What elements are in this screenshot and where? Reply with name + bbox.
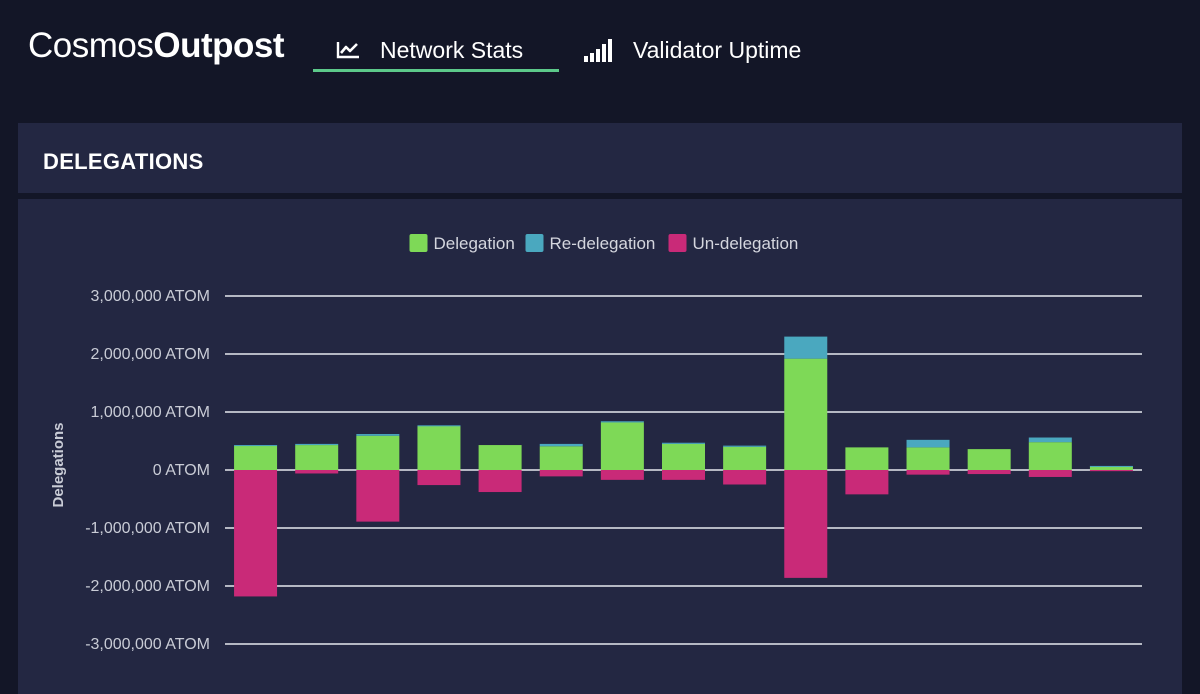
tab-validator-uptime[interactable]: Validator Uptime bbox=[584, 28, 801, 72]
bar-delegation[interactable] bbox=[845, 447, 889, 470]
bar-delegation[interactable] bbox=[417, 425, 461, 470]
logo-text-cosmos: Cosmos bbox=[28, 26, 154, 65]
bar-re-delegation[interactable] bbox=[539, 443, 583, 447]
bar-re-delegation[interactable] bbox=[723, 445, 767, 447]
bar-re-delegation[interactable] bbox=[234, 445, 278, 447]
tab-network-stats[interactable]: Network Stats bbox=[336, 28, 523, 72]
bar-re-delegation[interactable] bbox=[417, 425, 461, 427]
signal-bars-icon bbox=[584, 38, 613, 62]
bar-delegation[interactable] bbox=[539, 446, 583, 470]
y-tick-label: 1,000,000 ATOM bbox=[91, 404, 210, 421]
legend-swatch[interactable] bbox=[409, 234, 428, 252]
y-tick-label: 0 ATOM bbox=[153, 462, 210, 479]
bar-un-delegation[interactable] bbox=[417, 470, 461, 486]
bar-delegation[interactable] bbox=[723, 446, 767, 470]
bar-un-delegation[interactable] bbox=[478, 470, 522, 493]
bar-re-delegation[interactable] bbox=[295, 443, 339, 446]
bar-un-delegation[interactable] bbox=[1089, 470, 1133, 472]
legend-label[interactable]: Re-delegation bbox=[550, 234, 656, 253]
legend-swatch[interactable] bbox=[668, 234, 687, 252]
bar-delegation[interactable] bbox=[295, 445, 339, 470]
top-navigation-bar: CosmosOutpost Network Stats Validator Up… bbox=[0, 0, 1200, 100]
bar-un-delegation[interactable] bbox=[784, 470, 828, 578]
bar-delegation[interactable] bbox=[906, 447, 950, 470]
tab-network-stats-label: Network Stats bbox=[380, 36, 524, 63]
bar-delegation[interactable] bbox=[478, 445, 522, 470]
legend-label[interactable]: Un-delegation bbox=[693, 234, 799, 253]
bar-re-delegation[interactable] bbox=[600, 421, 644, 423]
bar-delegation[interactable] bbox=[662, 443, 705, 470]
bar-un-delegation[interactable] bbox=[906, 470, 950, 475]
y-tick-label: 3,000,000 ATOM bbox=[91, 288, 210, 305]
y-tick-label: 2,000,000 ATOM bbox=[91, 346, 210, 363]
bar-delegation[interactable] bbox=[234, 445, 278, 470]
y-tick-label: -1,000,000 ATOM bbox=[85, 520, 210, 537]
bar-delegation[interactable] bbox=[967, 449, 1011, 470]
bar-re-delegation[interactable] bbox=[784, 336, 828, 359]
y-axis-label: Delegations bbox=[50, 422, 67, 507]
bar-un-delegation[interactable] bbox=[1028, 470, 1072, 477]
bar-re-delegation[interactable] bbox=[356, 434, 400, 436]
bar-delegation[interactable] bbox=[1028, 442, 1072, 470]
tab-validator-uptime-label: Validator Uptime bbox=[633, 36, 802, 63]
delegations-chart: 3,000,000 ATOM 2,000,000 ATOM 1,000,000 AT… bbox=[50, 234, 1142, 653]
bar-re-delegation[interactable] bbox=[1089, 465, 1133, 467]
legend-label[interactable]: Delegation bbox=[434, 234, 515, 253]
bar-un-delegation[interactable] bbox=[845, 470, 889, 495]
bar-re-delegation[interactable] bbox=[906, 439, 950, 448]
y-tick-label: -3,000,000 ATOM bbox=[85, 636, 210, 653]
bar-re-delegation[interactable] bbox=[662, 442, 705, 444]
bar-un-delegation[interactable] bbox=[662, 470, 705, 480]
bar-delegation[interactable] bbox=[784, 358, 828, 470]
bar-un-delegation[interactable] bbox=[723, 470, 767, 485]
bar-delegation[interactable] bbox=[1089, 466, 1133, 470]
bar-un-delegation[interactable] bbox=[967, 470, 1011, 475]
bar-un-delegation[interactable] bbox=[356, 470, 400, 522]
line-chart-icon bbox=[336, 41, 360, 59]
logo-text-outpost: Outpost bbox=[153, 26, 285, 65]
bar-un-delegation[interactable] bbox=[600, 470, 644, 480]
bar-re-delegation[interactable] bbox=[1028, 437, 1072, 443]
bar-delegation[interactable] bbox=[600, 422, 644, 470]
delegations-chart-panel: 3,000,000 ATOM 2,000,000 ATOM 1,000,000 AT… bbox=[18, 199, 1182, 694]
bar-delegation[interactable] bbox=[356, 435, 400, 470]
delegations-card-header: DELEGATIONS bbox=[18, 123, 1182, 193]
bar-un-delegation[interactable] bbox=[234, 470, 278, 597]
legend-swatch[interactable] bbox=[525, 234, 544, 252]
y-tick-label: -2,000,000 ATOM bbox=[85, 578, 210, 595]
bar-un-delegation[interactable] bbox=[295, 470, 339, 474]
card-title: DELEGATIONS bbox=[43, 149, 204, 174]
bar-un-delegation[interactable] bbox=[539, 470, 583, 477]
active-tab-indicator bbox=[313, 69, 559, 72]
app-logo[interactable]: CosmosOutpost bbox=[28, 26, 285, 66]
